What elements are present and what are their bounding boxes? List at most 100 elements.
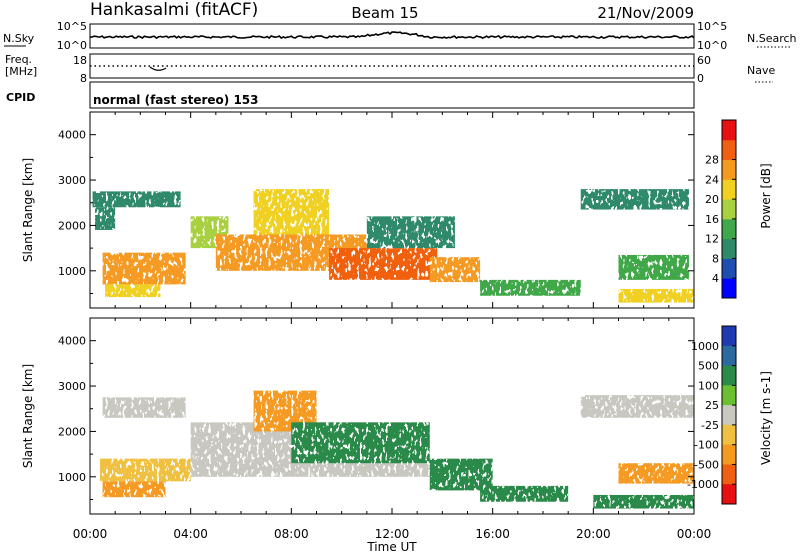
nsky-tick-top: 10^5 [57,20,87,33]
colorbar-frame [721,119,737,299]
colorbar-tick-label: -1000 [687,478,719,491]
colorbar-tick-label: -25 [701,419,719,432]
colorbar-swatch [722,238,736,259]
date-title: 21/Nov/2009 [597,4,694,22]
colorbar-tick-label: 28 [705,154,719,167]
colorbar-frame [721,325,737,505]
power-region-7 [329,248,438,280]
x-axis-label: Time UT [366,540,417,554]
colorbar-swatch [722,199,736,220]
freq-unit-label: [MHz] [5,65,37,78]
velocity-axes: 1000 2000 3000 4000 [58,335,694,500]
freq-tick-top: 18 [73,54,87,67]
colorbar-swatch [722,218,736,240]
x-tick-label: 16:00 [475,527,510,541]
cpid-label: CPID [6,91,35,104]
velocity-colorbar-label: Velocity [m s-1] [759,371,773,465]
power-region-13 [618,288,694,303]
colorbar-swatch [722,405,736,426]
velocity-region-2 [102,481,166,498]
power-region-1 [95,207,116,230]
x-axis-ticks: 00:00 04:00 08:00 12:00 16:00 20:00 00:00 [73,112,712,541]
y-tick-label: 1000 [58,265,86,278]
x-tick-label: 08:00 [274,527,309,541]
freq-label: Freq. [5,53,32,66]
colorbar-swatch [722,139,736,161]
velocity-region-1 [100,458,191,482]
velocity-ylabel: Slant Range [km] [21,364,35,468]
nave-tick-bottom: 0 [697,72,704,85]
x-tick-label: 12:00 [375,527,410,541]
velocity-region-9 [618,463,694,484]
y-tick-label: 4000 [58,129,86,142]
power-axes: 1000 2000 3000 4000 [58,129,694,294]
cpid-text: normal (fast stereo) 153 [93,93,259,107]
velocity-region-8 [580,395,694,418]
power-heatmap [92,189,694,303]
velocity-colorbar: 1000 500 100 25 -25 -100 -500 -1000 [687,325,737,505]
nsky-series [89,31,695,40]
colorbar-tick-label: -100 [694,439,719,452]
colorbar-tick-label: 16 [705,213,719,226]
power-region-8 [366,216,455,249]
power-colorbar: 4 8 12 16 20 24 28 [705,119,737,299]
colorbar-swatch [722,484,736,505]
colorbar-tick-label: 4 [712,272,719,285]
x-tick-label: 20:00 [576,527,611,541]
station-title: Hankasalmi (fitACF) [90,0,258,20]
colorbar-tick-label: 500 [698,360,719,373]
velocity-region-7 [480,485,569,502]
velocity-region-0 [102,397,186,418]
colorbar-swatch [722,365,736,386]
freq-tick-bottom: 8 [80,72,87,85]
colorbar-swatch [722,464,736,485]
velocity-region-6 [429,458,493,491]
y-tick-label: 3000 [58,174,86,187]
colorbar-tick-label: 1000 [691,340,719,353]
nsearch-label: N.Search [747,32,797,45]
power-region-0 [92,191,181,208]
y-tick-label: 4000 [58,335,86,348]
nave-label: Nave [747,64,775,77]
y-tick-label: 3000 [58,380,86,393]
nsky-tick-bottom: 10^0 [57,39,87,52]
colorbar-swatch [722,345,736,367]
colorbar-swatch [722,159,736,180]
colorbar-swatch [722,326,736,347]
beam-title: Beam 15 [351,4,418,22]
power-region-6 [253,189,330,235]
power-region-9 [429,257,481,283]
nsearch-tick-bottom: 10^0 [697,39,727,52]
power-colorbar-label: Power [dB] [759,163,773,228]
power-region-12 [618,254,689,280]
colorbar-swatch [722,278,736,299]
freq-series [149,66,167,71]
power-region-2 [102,252,186,285]
power-region-10 [480,279,581,296]
velocity-heatmap [100,390,694,509]
colorbar-swatch [722,179,736,200]
power-region-11 [580,189,689,210]
colorbar-tick-label: 20 [705,193,719,206]
colorbar-tick-label: 100 [698,379,719,392]
colorbar-tick-label: 12 [705,233,719,246]
colorbar-swatch [722,385,736,406]
cpid-panel [89,81,695,109]
colorbar-tick-label: 24 [705,173,719,186]
y-tick-label: 1000 [58,471,86,484]
colorbar-tick-label: 25 [705,399,719,412]
power-ylabel: Slant Range [km] [21,158,35,262]
velocity-region-5 [291,422,430,464]
nave-tick-top: 60 [697,54,711,67]
colorbar-tick-label: -500 [694,458,719,471]
nsky-panel [89,23,695,49]
colorbar-swatch [722,258,736,279]
y-tick-label: 2000 [58,425,86,438]
y-tick-label: 2000 [58,219,86,232]
colorbar-swatch [722,424,736,446]
colorbar-tick-label: 8 [712,252,719,265]
nsky-label: N.Sky [3,32,35,45]
x-tick-label: 00:00 [677,527,712,541]
colorbar-swatch [722,444,736,465]
